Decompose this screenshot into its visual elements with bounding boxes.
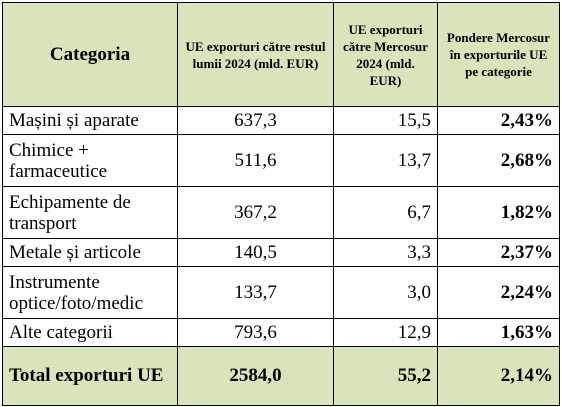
share-cell: 2,24% xyxy=(437,266,560,319)
table-row: Alte categorii 793,6 12,9 1,63% xyxy=(2,318,560,347)
rest-world-cell: 367,2 xyxy=(177,186,334,239)
table-row: Echipamente de transport 367,2 6,7 1,82% xyxy=(2,186,560,239)
total-category-cell: Total exporturi UE xyxy=(2,346,178,406)
total-row: Total exporturi UE 2584,0 55,2 2,14% xyxy=(2,346,560,406)
share-cell: 2,68% xyxy=(437,134,560,187)
mercosur-cell: 13,7 xyxy=(333,134,438,187)
rest-world-cell: 511,6 xyxy=(177,134,334,187)
share-cell: 1,63% xyxy=(437,318,560,347)
table-row: Instrumente optice/foto/medic 133,7 3,0 … xyxy=(2,266,560,319)
mercosur-cell: 12,9 xyxy=(333,318,438,347)
mercosur-cell: 3,0 xyxy=(333,266,438,319)
category-cell: Echipamente de transport xyxy=(2,186,178,239)
header-category: Categoria xyxy=(2,2,178,107)
total-rest-world-cell: 2584,0 xyxy=(177,346,334,406)
total-share-cell: 2,14% xyxy=(437,346,560,406)
rest-world-cell: 637,3 xyxy=(177,106,334,135)
header-mercosur: UE exporturi către Mercosur 2024 (mld. E… xyxy=(333,2,438,107)
share-cell: 2,37% xyxy=(437,238,560,267)
mercosur-cell: 3,3 xyxy=(333,238,438,267)
category-cell: Chimice + farmaceutice xyxy=(2,134,178,187)
table-row: Metale și articole 140,5 3,3 2,37% xyxy=(2,238,560,267)
category-cell: Instrumente optice/foto/medic xyxy=(2,266,178,319)
category-cell: Alte categorii xyxy=(2,318,178,347)
share-cell: 2,43% xyxy=(437,106,560,135)
header-rest-world: UE exporturi către restul lumii 2024 (ml… xyxy=(177,2,334,107)
share-cell: 1,82% xyxy=(437,186,560,239)
category-cell: Metale și articole xyxy=(2,238,178,267)
total-mercosur-cell: 55,2 xyxy=(333,346,438,406)
rest-world-cell: 140,5 xyxy=(177,238,334,267)
rest-world-cell: 793,6 xyxy=(177,318,334,347)
category-cell: Mașini și aparate xyxy=(2,106,178,135)
mercosur-cell: 6,7 xyxy=(333,186,438,239)
mercosur-cell: 15,5 xyxy=(333,106,438,135)
table-row: Mașini și aparate 637,3 15,5 2,43% xyxy=(2,106,560,135)
rest-world-cell: 133,7 xyxy=(177,266,334,319)
table-row: Chimice + farmaceutice 511,6 13,7 2,68% xyxy=(2,134,560,187)
header-share: Pondere Mercosur în exporturile UE pe ca… xyxy=(437,2,560,107)
header-row: Categoria UE exporturi către restul lumi… xyxy=(2,2,560,107)
